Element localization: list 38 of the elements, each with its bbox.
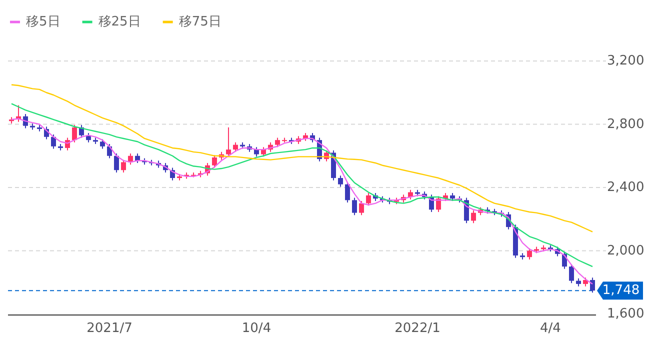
candlestick bbox=[254, 146, 259, 158]
candlestick bbox=[233, 142, 238, 152]
x-tick-label: 2022/1 bbox=[394, 321, 440, 336]
y-tick-label: 1,600 bbox=[607, 306, 644, 322]
y-tick-label: 2,800 bbox=[607, 116, 644, 132]
candlestick bbox=[359, 200, 364, 216]
candlestick bbox=[226, 126, 231, 158]
candlestick bbox=[352, 197, 357, 216]
candlestick bbox=[345, 181, 350, 204]
y-tick-label: 2,000 bbox=[607, 243, 644, 258]
ref-line-label: 1,748 bbox=[602, 283, 640, 298]
x-tick-label: 10/4 bbox=[242, 321, 272, 336]
legend-label: 移5日 bbox=[26, 14, 60, 30]
candlestick bbox=[590, 277, 595, 294]
candlestick bbox=[212, 154, 217, 168]
candlestick bbox=[72, 124, 77, 143]
candlestick bbox=[366, 192, 371, 206]
line-series bbox=[10, 103, 594, 268]
ref-label: 1,748 bbox=[597, 282, 643, 300]
candlestick bbox=[114, 153, 119, 173]
candlestick bbox=[471, 210, 476, 224]
y-tick-label: 2,400 bbox=[607, 180, 644, 196]
candlestick bbox=[51, 134, 56, 150]
legend-label: 移75日 bbox=[178, 14, 222, 30]
candlestick bbox=[338, 175, 343, 188]
line-series bbox=[10, 84, 594, 232]
x-tick-label: 4/4 bbox=[540, 321, 561, 336]
x-tick-label: 2021/7 bbox=[86, 321, 132, 336]
candlestick bbox=[121, 159, 126, 173]
candlestick bbox=[569, 264, 574, 284]
candlestick bbox=[275, 137, 280, 148]
candlestick bbox=[100, 138, 105, 150]
y-tick-label: 3,200 bbox=[607, 54, 644, 69]
candlestick bbox=[261, 146, 266, 158]
candlestick bbox=[107, 144, 112, 159]
legend-label: 移25日 bbox=[98, 14, 141, 30]
candlestick bbox=[527, 248, 532, 260]
candlestick bbox=[408, 189, 413, 200]
